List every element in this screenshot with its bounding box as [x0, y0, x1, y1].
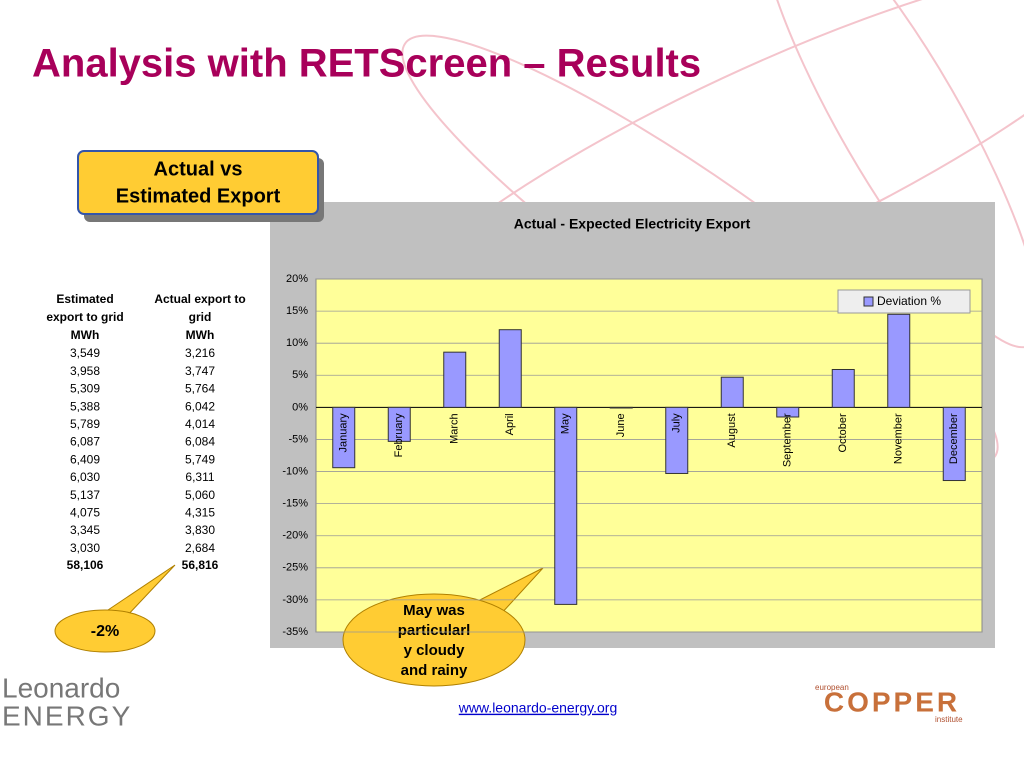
x-tick-label: December	[948, 413, 960, 464]
y-tick-label: -10%	[282, 465, 308, 477]
callout-text: particularl	[398, 622, 471, 639]
callout-text: -2%	[91, 623, 119, 640]
bar	[554, 406, 578, 605]
table-cell: 5,309	[70, 382, 100, 396]
x-tick-label: April	[504, 413, 516, 435]
bar	[443, 351, 467, 408]
y-tick-label: -25%	[282, 562, 308, 574]
table-cell: 2,684	[185, 541, 215, 555]
bar	[665, 406, 689, 474]
y-tick-label: 5%	[292, 369, 308, 381]
logo-text: institute	[935, 715, 963, 724]
callout-text: y cloudy	[404, 642, 466, 659]
callout-text: Estimated Export	[116, 185, 281, 207]
table-cell: 5,060	[185, 488, 215, 502]
logo-text: ENERGY	[2, 700, 132, 731]
x-tick-label: October	[837, 413, 849, 452]
x-tick-label: March	[449, 413, 461, 444]
bar	[332, 406, 356, 469]
callout-text: Actual vs	[154, 158, 243, 180]
x-tick-label: May	[560, 413, 572, 434]
table-total: 58,106	[67, 558, 104, 572]
legend-swatch	[863, 296, 874, 307]
callout-text: May was	[403, 602, 465, 619]
bar	[498, 329, 522, 408]
table-cell: 3,216	[185, 346, 215, 360]
chart-title: Actual - Expected Electricity Export	[514, 216, 751, 232]
callout-bubble	[342, 593, 526, 687]
bar	[887, 313, 911, 408]
x-tick-label: July	[671, 413, 683, 433]
logo-text: european	[815, 683, 849, 692]
table-header: MWh	[186, 328, 215, 342]
plot-area	[315, 278, 983, 633]
bar	[776, 406, 800, 418]
table-cell: 5,749	[185, 452, 215, 466]
table-cell: 5,388	[70, 399, 100, 413]
legend-label: Deviation %	[877, 294, 941, 308]
y-tick-label: 0%	[292, 401, 308, 413]
x-tick-label: November	[893, 413, 905, 464]
table-cell: 3,830	[185, 523, 215, 537]
slide-title: Analysis with RETScreen – Results	[32, 42, 701, 86]
y-tick-label: -5%	[288, 433, 308, 445]
y-tick-label: -35%	[282, 626, 308, 638]
table-cell: 6,409	[70, 452, 100, 466]
table-cell: 6,311	[185, 470, 214, 484]
table-header: grid	[189, 310, 212, 324]
bar	[387, 406, 411, 442]
table-cell: 3,747	[185, 364, 215, 378]
footer-link[interactable]: www.leonardo-energy.org	[458, 700, 618, 716]
x-tick-label: January	[338, 413, 350, 453]
table-cell: 6,042	[185, 399, 215, 413]
y-tick-label: 15%	[286, 305, 308, 317]
bar	[609, 406, 633, 409]
table-header: MWh	[71, 328, 100, 342]
callout-text: and rainy	[401, 662, 468, 679]
table-header: Estimated	[56, 292, 113, 306]
table-cell: 5,789	[70, 417, 100, 431]
logo-text: Leonardo	[2, 672, 120, 703]
table-cell: 3,345	[70, 523, 100, 537]
table-cell: 4,014	[185, 417, 215, 431]
logo-text: COPPER	[824, 686, 960, 717]
x-tick-label: September	[782, 413, 794, 467]
x-tick-label: February	[393, 413, 405, 458]
table-cell: 4,315	[185, 505, 215, 519]
bar	[831, 368, 855, 408]
legend-box	[837, 289, 971, 314]
y-tick-label: -20%	[282, 530, 308, 542]
x-tick-label: August	[726, 413, 738, 447]
callout-box	[77, 150, 319, 215]
table-header: Actual export to	[154, 292, 245, 306]
y-tick-label: -15%	[282, 498, 308, 510]
table-total: 56,816	[182, 558, 219, 572]
table-header: export to grid	[46, 310, 123, 324]
table-cell: 5,137	[70, 488, 100, 502]
bar	[942, 406, 966, 482]
x-tick-label: June	[615, 413, 627, 437]
callout-bubble	[54, 609, 156, 653]
table-cell: 3,549	[70, 346, 100, 360]
y-tick-label: -30%	[282, 594, 308, 606]
table-cell: 3,958	[70, 364, 100, 378]
y-tick-label: 20%	[286, 273, 308, 285]
bar	[720, 376, 744, 408]
table-cell: 5,764	[185, 382, 215, 396]
table-cell: 6,087	[70, 435, 100, 449]
y-tick-label: 10%	[286, 337, 308, 349]
table-cell: 3,030	[70, 541, 100, 555]
table-cell: 4,075	[70, 505, 100, 519]
table-cell: 6,030	[70, 470, 100, 484]
table-cell: 6,084	[185, 435, 215, 449]
